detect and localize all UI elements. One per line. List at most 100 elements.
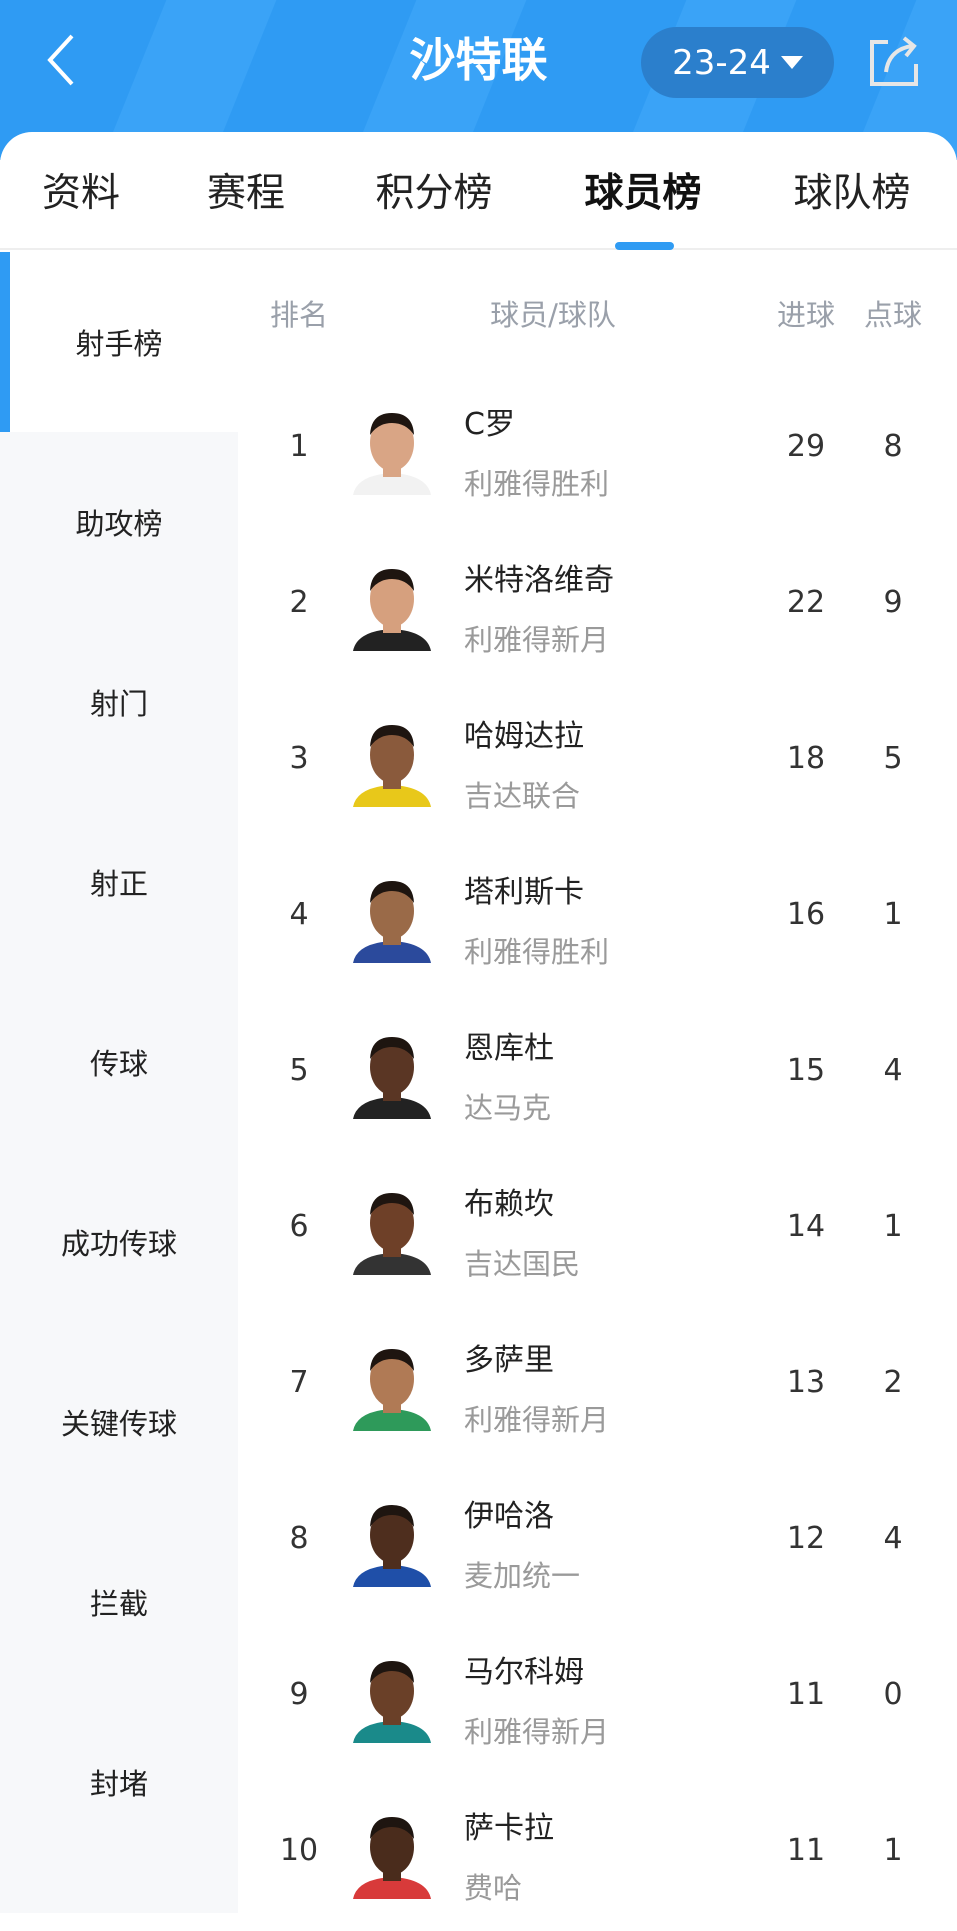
sidebar-item-label: 助攻榜 xyxy=(75,507,163,541)
player-name[interactable]: 哈姆达拉 xyxy=(464,719,584,754)
player-avatar xyxy=(353,725,431,807)
chevron-left-icon[interactable] xyxy=(40,30,90,90)
table-row[interactable]: 5 恩库杜 达马克 15 4 xyxy=(238,995,957,1151)
rank-value: 10 xyxy=(279,1833,319,1868)
team-name: 麦加统一 xyxy=(464,1559,581,1593)
table-row[interactable]: 7 多萨里 利雅得新月 13 2 xyxy=(238,1307,957,1463)
goals-value: 22 xyxy=(786,585,826,620)
penalties-value: 2 xyxy=(883,1365,903,1400)
table-row[interactable]: 1 C罗 利雅得胜利 29 8 xyxy=(238,371,957,527)
table-row[interactable]: 10 萨卡拉 费哈 11 1 xyxy=(238,1775,957,1931)
player-name[interactable]: 伊哈洛 xyxy=(464,1499,554,1534)
sidebar-item[interactable]: 射手榜 xyxy=(0,252,238,432)
goals-value: 12 xyxy=(786,1521,826,1556)
goals-value: 18 xyxy=(786,741,826,776)
rank-value: 4 xyxy=(289,897,309,932)
penalties-value: 4 xyxy=(883,1521,903,1556)
tab-standings[interactable]: 积分榜 xyxy=(375,171,493,216)
season-selector[interactable]: 23-24 xyxy=(641,27,834,98)
sidebar: 射手榜助攻榜射门射正传球成功传球关键传球拦截封堵 xyxy=(0,252,238,1913)
sidebar-item[interactable]: 传球 xyxy=(0,972,238,1152)
sidebar-item[interactable]: 封堵 xyxy=(0,1692,238,1872)
player-name[interactable]: 马尔科姆 xyxy=(464,1655,584,1690)
team-name: 吉达联合 xyxy=(464,779,581,813)
share-icon[interactable] xyxy=(866,34,922,90)
table-row[interactable]: 9 马尔科姆 利雅得新月 11 0 xyxy=(238,1619,957,1775)
sidebar-item-label: 成功传球 xyxy=(60,1227,177,1261)
team-name: 费哈 xyxy=(464,1871,523,1905)
sidebar-item[interactable]: 成功传球 xyxy=(0,1152,238,1332)
penalties-value: 1 xyxy=(883,897,903,932)
player-avatar xyxy=(353,569,431,651)
player-name[interactable]: 塔利斯卡 xyxy=(464,875,584,910)
goals-value: 11 xyxy=(786,1833,826,1868)
team-name: 利雅得新月 xyxy=(464,1715,610,1749)
player-avatar xyxy=(353,881,431,963)
penalties-value: 1 xyxy=(883,1833,903,1868)
player-avatar xyxy=(353,1505,431,1587)
sidebar-item-label: 封堵 xyxy=(89,1767,148,1801)
player-name[interactable]: 恩库杜 xyxy=(464,1031,554,1066)
sidebar-item[interactable]: 射正 xyxy=(0,792,238,972)
team-name: 利雅得新月 xyxy=(464,623,610,657)
sidebar-item-label: 射正 xyxy=(89,867,148,901)
page-title: 沙特联 xyxy=(409,33,548,87)
content-panel: 资料 赛程 积分榜 球员榜 球队榜 射手榜助攻榜射门射正传球成功传球关键传球拦截… xyxy=(0,132,957,1913)
column-header-rank: 排名 xyxy=(269,298,329,332)
sidebar-item[interactable]: 射门 xyxy=(0,612,238,792)
rank-value: 1 xyxy=(289,429,309,464)
team-name: 利雅得胜利 xyxy=(464,935,610,969)
player-name[interactable]: C罗 xyxy=(464,407,515,442)
rank-value: 7 xyxy=(289,1365,309,1400)
rank-value: 9 xyxy=(289,1677,309,1712)
column-header-penalties: 点球 xyxy=(863,298,923,332)
column-header-goals: 进球 xyxy=(776,298,836,332)
penalties-value: 4 xyxy=(883,1053,903,1088)
table-row[interactable]: 6 布赖坎 吉达国民 14 1 xyxy=(238,1151,957,1307)
player-avatar xyxy=(353,1661,431,1743)
tab-bar: 资料 赛程 积分榜 球员榜 球队榜 xyxy=(0,132,957,250)
penalties-value: 9 xyxy=(883,585,903,620)
rank-value: 6 xyxy=(289,1209,309,1244)
table-row[interactable]: 3 哈姆达拉 吉达联合 18 5 xyxy=(238,683,957,839)
player-avatar xyxy=(353,1349,431,1431)
player-name[interactable]: 米特洛维奇 xyxy=(464,563,614,598)
penalties-value: 0 xyxy=(883,1677,903,1712)
penalties-value: 1 xyxy=(883,1209,903,1244)
team-name: 利雅得新月 xyxy=(464,1403,610,1437)
tab-team-rankings[interactable]: 球队榜 xyxy=(793,171,911,216)
penalties-value: 5 xyxy=(883,741,903,776)
player-name[interactable]: 布赖坎 xyxy=(464,1187,554,1222)
sidebar-item-label: 拦截 xyxy=(89,1587,148,1621)
column-header-player: 球员/球队 xyxy=(490,298,616,332)
sidebar-item[interactable]: 关键传球 xyxy=(0,1332,238,1512)
table-row[interactable]: 4 塔利斯卡 利雅得胜利 16 1 xyxy=(238,839,957,995)
sidebar-item-label: 关键传球 xyxy=(60,1407,177,1441)
goals-value: 16 xyxy=(786,897,826,932)
tab-player-rankings[interactable]: 球员榜 xyxy=(584,171,702,216)
player-avatar xyxy=(353,1037,431,1119)
goals-value: 13 xyxy=(786,1365,826,1400)
rank-value: 2 xyxy=(289,585,309,620)
table-row[interactable]: 2 米特洛维奇 利雅得新月 22 9 xyxy=(238,527,957,683)
sidebar-item-label: 射手榜 xyxy=(75,327,163,361)
season-value: 23-24 xyxy=(672,42,771,83)
penalties-value: 8 xyxy=(883,429,903,464)
player-avatar xyxy=(353,1817,431,1899)
goals-value: 14 xyxy=(786,1209,826,1244)
team-name: 吉达国民 xyxy=(464,1247,581,1281)
player-name[interactable]: 萨卡拉 xyxy=(464,1811,554,1846)
player-name[interactable]: 多萨里 xyxy=(464,1343,554,1378)
sidebar-item[interactable]: 助攻榜 xyxy=(0,432,238,612)
team-name: 利雅得胜利 xyxy=(464,467,610,501)
goals-value: 29 xyxy=(786,429,826,464)
rank-value: 3 xyxy=(289,741,309,776)
team-name: 达马克 xyxy=(464,1091,552,1125)
table-row[interactable]: 8 伊哈洛 麦加统一 12 4 xyxy=(238,1463,957,1619)
tab-info[interactable]: 资料 xyxy=(41,171,121,216)
goals-value: 15 xyxy=(786,1053,826,1088)
caret-down-icon xyxy=(780,56,803,69)
sidebar-item[interactable]: 拦截 xyxy=(0,1512,238,1692)
tab-schedule[interactable]: 赛程 xyxy=(206,171,286,216)
sidebar-item-label: 射门 xyxy=(89,687,148,721)
